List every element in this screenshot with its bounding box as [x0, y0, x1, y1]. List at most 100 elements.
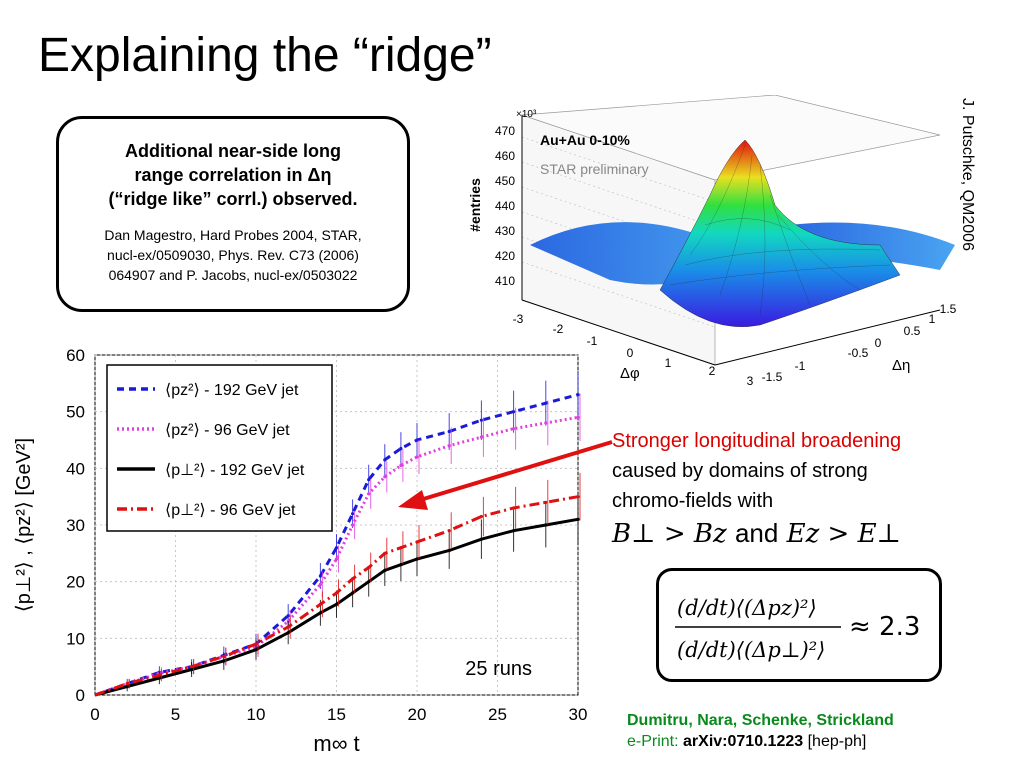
- y-tick-label: 20: [66, 573, 85, 592]
- box-main-line-3: (“ridge like” corrl.) observed.: [108, 189, 358, 209]
- eta-tick: -1: [795, 359, 806, 373]
- z-tick: 460: [495, 149, 515, 163]
- data-point: [254, 642, 258, 646]
- x-tick-label: 30: [569, 705, 588, 724]
- x-tick-label: 5: [171, 705, 180, 724]
- phi-tick: 2: [709, 364, 716, 378]
- z-axis-label: #entries: [467, 178, 483, 232]
- legend-box: [106, 364, 333, 532]
- data-point: [576, 495, 580, 499]
- z-tick: 410: [495, 274, 515, 288]
- data-point: [399, 463, 403, 468]
- data-point: [334, 546, 339, 550]
- data-point: [367, 580, 371, 584]
- runs-annotation: 25 runs: [465, 658, 532, 680]
- data-point: [286, 614, 290, 618]
- data-point: [367, 478, 371, 482]
- box-ref-line-3: 064907 and P. Jacobs, nucl-ex/0503022: [108, 267, 358, 283]
- data-point: [334, 591, 339, 595]
- eta-tick: 0.5: [904, 324, 921, 338]
- x-tick-label: 0: [90, 705, 99, 724]
- z-tick: 470: [495, 124, 515, 138]
- x-axis-label: m∞ t: [313, 731, 359, 756]
- arxiv-id: arXiv:0710.1223: [683, 733, 804, 750]
- box-ref-line-1: Dan Magestro, Hard Probes 2004, STAR,: [104, 227, 362, 243]
- eprint-prefix: e-Print:: [627, 733, 679, 750]
- author-names: Dumitru, Nara, Schenke, Strickland: [627, 712, 894, 729]
- data-point: [447, 444, 451, 448]
- data-point: [190, 667, 194, 672]
- data-point: [544, 421, 548, 425]
- data-point: [383, 475, 387, 479]
- phi-tick: -1: [587, 334, 598, 348]
- phi-tick: -2: [553, 322, 564, 336]
- data-point: [479, 418, 483, 422]
- ratio-formula: (d/dt)⟨(Δpz)²⟩ (d/dt)⟨(Δp⊥)²⟩ ≈ 2.3: [675, 596, 920, 662]
- formula-denominator: (d/dt)⟨(Δp⊥)²⟩: [677, 638, 825, 662]
- annotation-text: Stronger longitudinal broadening caused …: [612, 426, 901, 516]
- z-tick: 450: [495, 174, 515, 188]
- data-point: [415, 438, 419, 442]
- data-point: [318, 574, 322, 578]
- phi-tick: 1: [665, 356, 672, 370]
- data-point: [576, 393, 580, 397]
- data-point: [157, 676, 161, 680]
- eta-tick: -1.5: [762, 370, 783, 384]
- pointer-arrow: [398, 440, 613, 510]
- arxiv-category: [hep-ph]: [807, 733, 867, 750]
- data-point: [511, 410, 516, 414]
- data-point: [367, 565, 371, 570]
- eta-tick: 1.5: [940, 302, 957, 316]
- annotation-line-3: chromo-fields with: [612, 490, 774, 512]
- x-tick-label: 15: [327, 705, 346, 724]
- data-point: [157, 673, 161, 677]
- data-point: [190, 665, 194, 669]
- data-point: [576, 415, 580, 419]
- data-point: [254, 648, 258, 652]
- data-point: [334, 557, 339, 561]
- y-tick-label: 50: [66, 403, 85, 422]
- data-point: [447, 548, 451, 553]
- box-main-line-2: range correlation in Δη: [134, 165, 332, 185]
- eq-and: and: [734, 518, 779, 548]
- broadening-chart: 0 5 10 15 20 25 30 0 10 20 30 40 50 60 ⟨pz²⟩ - 192 GeV…: [13, 346, 588, 756]
- surface-label-1: Au+Au 0-10%: [540, 132, 630, 148]
- field-inequality: B⊥ > Bz and Ez > E⊥: [612, 518, 901, 549]
- data-point: [286, 625, 290, 629]
- data-point: [511, 506, 516, 510]
- y-tick-label: 40: [66, 459, 85, 478]
- eq-right: Ez > E⊥: [786, 519, 902, 549]
- eta-tick: 1: [929, 312, 936, 326]
- y-tick-label: 0: [76, 686, 85, 705]
- formula-result: ≈ 2.3: [849, 612, 920, 642]
- data-point: [367, 492, 371, 496]
- data-point: [544, 401, 548, 405]
- authors-block: Dumitru, Nara, Schenke, Strickland e-Pri…: [627, 710, 894, 752]
- data-point: [415, 455, 419, 459]
- z-tick: 420: [495, 249, 515, 263]
- y-axis-label: ⟨p⊥²⟩ , ⟨pz²⟩ [GeV²]: [13, 438, 35, 612]
- box-ref-line-2: nucl-ex/0509030, Phys. Rev. C73 (2006): [107, 247, 359, 263]
- phi-tick: 0: [627, 346, 634, 360]
- data-point: [351, 523, 355, 527]
- data-point: [415, 557, 419, 561]
- data-point: [318, 611, 322, 615]
- data-point: [544, 500, 548, 504]
- phi-tick: -3: [513, 312, 524, 326]
- data-point: [383, 458, 387, 462]
- data-point: [351, 577, 355, 581]
- y-tick-label: 60: [66, 346, 85, 365]
- data-point: [511, 427, 516, 431]
- data-point: [511, 529, 516, 533]
- x-tick-label: 25: [488, 705, 507, 724]
- slide-title: Explaining the “ridge”: [38, 29, 492, 82]
- data-point: [479, 514, 483, 519]
- annotation-line-2: caused by domains of strong: [612, 460, 868, 482]
- ridge-info-box: Additional near-side long range correlat…: [56, 116, 410, 312]
- x-tick-label: 10: [247, 705, 266, 724]
- eta-axis-label: Δη: [892, 357, 910, 374]
- data-point: [318, 602, 322, 606]
- data-point: [125, 684, 129, 689]
- credit-text: J. Putschke, QM2006: [959, 98, 976, 251]
- surface-plot: 470 460 450 440 430 420 410 ×10³ #entrie…: [467, 95, 957, 388]
